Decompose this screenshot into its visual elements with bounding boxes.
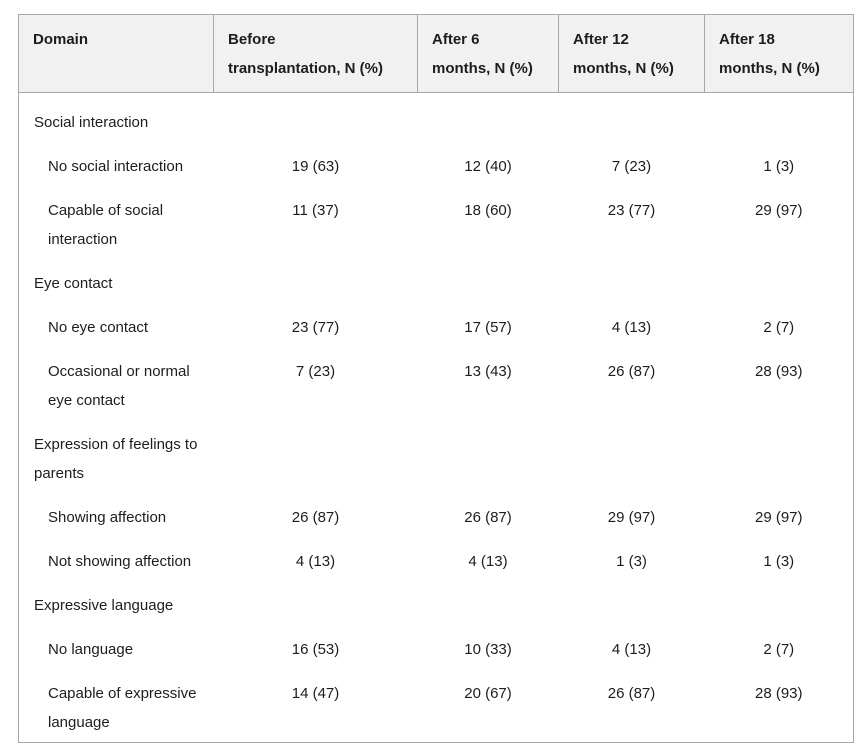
value-cell: 26 (87) <box>291 509 340 526</box>
value-cell: 17 (57) <box>464 319 512 336</box>
row-label: Capable of expressive language <box>48 685 197 731</box>
value-cell: 7 (23) <box>295 363 336 380</box>
section-label: Eye contact <box>34 275 113 292</box>
empty-cell <box>705 415 854 488</box>
column-header-1: Before transplantation, N (%) <box>213 14 418 93</box>
data-row: Not showing affection 4 (13) 4 (13) 1 (3) 1 … <box>19 532 854 576</box>
empty-cell <box>214 576 418 620</box>
empty-cell <box>559 415 705 488</box>
value-cell: 7 (23) <box>611 158 652 175</box>
row-label: No eye contact <box>48 319 149 336</box>
empty-cell <box>559 576 705 620</box>
empty-cell <box>559 254 705 298</box>
value-cell: 29 (97) <box>754 202 803 219</box>
empty-cell <box>418 576 559 620</box>
value-cell: 29 (97) <box>754 509 803 526</box>
row-label: No social interaction <box>48 158 184 175</box>
value-cell: 11 (37) <box>292 202 339 219</box>
value-cell: 4 (13) <box>295 553 336 570</box>
section-label: Social interaction <box>34 114 149 131</box>
value-cell: 1 (3) <box>763 553 795 570</box>
domains-table: Domain Before transplantation, N (%) After … <box>18 14 854 743</box>
empty-cell <box>418 254 559 298</box>
value-cell: 28 (93) <box>754 363 803 380</box>
empty-cell <box>705 93 854 138</box>
data-row: No social interaction 19 (63) 12 (40) 7 (23… <box>19 137 854 181</box>
column-header-3: After 12 months, N (%) <box>558 14 705 93</box>
column-header-2: After 6 months, N (%) <box>417 14 559 93</box>
value-cell: 12 (40) <box>464 158 512 175</box>
column-header-line: months, N (%) <box>719 60 820 77</box>
value-cell: 26 (87) <box>464 509 512 526</box>
section-label: Expression of feelings to parents <box>34 436 198 482</box>
value-cell: 4 (13) <box>611 641 652 658</box>
column-header-line: After 12 <box>573 31 629 48</box>
value-cell: 23 (77) <box>291 319 340 336</box>
column-header-line: transplantation, N (%) <box>228 60 384 77</box>
section-label: Expressive language <box>34 597 174 614</box>
table-body: Social interaction No social interaction 1… <box>19 93 854 743</box>
data-row: Capable of social interaction 11 (37) 18 (… <box>19 181 854 254</box>
row-label: Capable of social interaction <box>48 202 164 248</box>
section-row: Expression of feelings to parents <box>19 415 854 488</box>
value-cell: 26 (87) <box>607 363 656 380</box>
value-cell: 26 (87) <box>607 685 656 702</box>
data-row: No eye contact 23 (77) 17 (57) 4 (13) 2 (7) <box>19 298 854 342</box>
empty-cell <box>705 254 854 298</box>
column-header-4: After 18 months, N (%) <box>704 14 854 93</box>
column-header-line: After 18 <box>719 31 775 48</box>
empty-cell <box>214 254 418 298</box>
row-label: No language <box>48 641 134 658</box>
header-row: Domain Before transplantation, N (%) After … <box>18 14 854 93</box>
value-cell: 20 (67) <box>464 685 512 702</box>
value-cell: 23 (77) <box>607 202 656 219</box>
column-header-line: Before <box>228 31 276 48</box>
value-cell: 2 (7) <box>763 319 795 336</box>
value-cell: 28 (93) <box>754 685 803 702</box>
value-cell: 1 (3) <box>616 553 647 570</box>
value-cell: 10 (33) <box>464 641 512 658</box>
column-header-line: months, N (%) <box>432 60 533 77</box>
empty-cell <box>559 93 705 138</box>
value-cell: 16 (53) <box>291 641 340 658</box>
value-cell: 18 (60) <box>464 202 512 219</box>
empty-cell <box>418 93 559 138</box>
value-cell: 2 (7) <box>763 641 795 658</box>
value-cell: 29 (97) <box>607 509 656 526</box>
table-head: Domain Before transplantation, N (%) After … <box>18 14 854 93</box>
row-label: Occasional or normal eye contact <box>48 363 190 409</box>
column-header-domain: Domain <box>18 14 214 93</box>
row-label: Not showing affection <box>48 553 192 570</box>
section-row: Eye contact <box>19 254 854 298</box>
value-cell: 4 (13) <box>468 553 508 570</box>
empty-cell <box>214 415 418 488</box>
empty-cell <box>418 415 559 488</box>
column-header-line: After 6 <box>432 31 480 48</box>
column-header-line: Domain <box>33 31 89 48</box>
column-header-line: months, N (%) <box>573 60 674 77</box>
section-row: Expressive language <box>19 576 854 620</box>
value-cell: 14 (47) <box>291 685 340 702</box>
value-cell: 1 (3) <box>763 158 795 175</box>
value-cell: 13 (43) <box>464 363 512 380</box>
value-cell: 4 (13) <box>611 319 652 336</box>
data-row: Occasional or normal eye contact 7 (23) 13… <box>19 342 854 415</box>
empty-cell <box>214 93 418 138</box>
row-label: Showing affection <box>48 509 167 526</box>
empty-cell <box>705 576 854 620</box>
section-row: Social interaction <box>19 93 854 138</box>
data-row: No language 16 (53) 10 (33) 4 (13) 2 (7) <box>19 620 854 664</box>
data-row: Showing affection 26 (87) 26 (87) 29 (97) 29… <box>19 488 854 532</box>
value-cell: 19 (63) <box>291 158 340 175</box>
data-row: Capable of expressive language 14 (47) 20 … <box>19 664 854 743</box>
